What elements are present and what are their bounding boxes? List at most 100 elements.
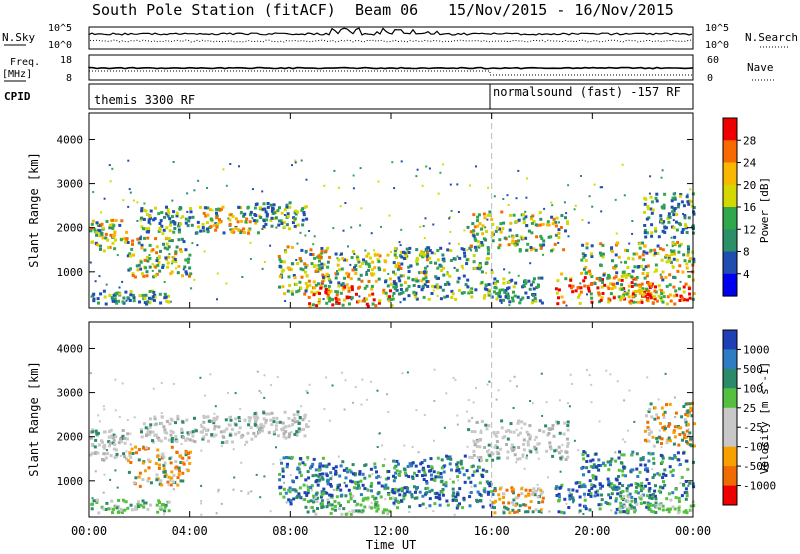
data-cell: [107, 440, 111, 444]
data-cell: [298, 416, 302, 419]
data-cell: [549, 235, 553, 239]
data-cell: [550, 249, 554, 253]
data-cell: [243, 212, 247, 216]
data-cell: [650, 284, 654, 288]
data-cell: [392, 459, 396, 463]
data-cell: [293, 217, 297, 221]
data-cell: [487, 283, 491, 286]
scatter-cell: [305, 389, 308, 392]
data-cell: [305, 425, 309, 429]
data-cell: [306, 456, 310, 459]
data-cell: [129, 290, 133, 294]
data-cell: [669, 507, 672, 511]
scatter-cell: [583, 495, 586, 498]
data-cell: [393, 272, 397, 276]
data-cell: [184, 217, 188, 221]
data-cell: [427, 297, 431, 301]
data-cell: [642, 267, 646, 271]
data-cell: [327, 284, 331, 288]
data-cell: [510, 241, 514, 245]
data-cell: [485, 469, 489, 473]
scatter-cell: [415, 409, 418, 412]
data-cell: [481, 475, 485, 478]
data-cell: [320, 249, 324, 253]
data-cell: [302, 211, 306, 214]
data-cell: [144, 266, 148, 270]
data-cell: [349, 277, 353, 281]
scatter-cell: [160, 382, 163, 384]
scatter-cell: [633, 420, 636, 423]
data-cell: [215, 211, 218, 215]
data-cell: [632, 506, 636, 510]
data-cell: [516, 421, 520, 425]
data-cell: [442, 259, 446, 263]
data-cell: [428, 490, 432, 494]
data-cell: [147, 466, 151, 470]
scatter-cell: [250, 490, 253, 493]
data-cell: [408, 490, 412, 494]
data-cell: [173, 227, 177, 230]
data-cell: [126, 296, 130, 300]
data-cell: [350, 296, 354, 300]
data-cell: [352, 486, 356, 490]
data-cell: [301, 418, 305, 422]
data-cell: [164, 256, 168, 260]
scatter-cell: [551, 204, 554, 207]
data-cell: [149, 423, 153, 427]
data-cell: [511, 501, 515, 505]
data-cell: [552, 217, 556, 221]
data-cell: [389, 496, 392, 500]
data-cell: [89, 453, 93, 457]
scatter-cell: [672, 207, 675, 210]
data-cell: [328, 296, 332, 300]
scatter-cell: [376, 389, 379, 392]
data-cell: [478, 243, 482, 247]
scatter-cell: [569, 373, 572, 376]
data-cell: [557, 510, 561, 514]
data-cell: [630, 453, 634, 457]
data-cell: [304, 270, 307, 274]
data-cell: [486, 257, 490, 260]
data-cell: [166, 247, 169, 251]
scatter-cell: [139, 235, 142, 238]
data-cell: [177, 466, 181, 470]
data-cell: [92, 299, 96, 303]
data-cell: [181, 215, 185, 219]
scatter-cell: [587, 221, 590, 224]
data-cell: [667, 212, 671, 216]
data-cell: [681, 431, 685, 435]
scatter-cell: [126, 419, 129, 421]
data-cell: [533, 445, 537, 449]
scatter-cell: [448, 242, 451, 245]
data-cell: [462, 496, 466, 500]
data-cell: [377, 491, 381, 494]
data-cell: [437, 276, 440, 280]
data-cell: [147, 458, 151, 462]
data-cell: [397, 462, 400, 466]
data-cell: [140, 216, 143, 220]
data-cell: [300, 248, 304, 252]
data-cell: [648, 496, 652, 500]
data-cell: [455, 463, 459, 466]
scatter-cell: [213, 435, 216, 438]
scatter-cell: [136, 201, 139, 204]
scatter-cell: [660, 176, 663, 179]
data-cell: [531, 490, 535, 494]
data-cell: [306, 510, 310, 514]
data-cell: [278, 285, 281, 289]
power-colorbar-swatch: [723, 162, 737, 186]
scatter-cell: [508, 235, 511, 238]
velocity-colorbar-swatch: [723, 485, 737, 506]
data-cell: [297, 429, 301, 433]
data-cell: [686, 250, 690, 254]
data-cell: [685, 262, 689, 266]
scatter-cell: [446, 271, 449, 274]
data-cell: [654, 501, 658, 505]
data-cell: [308, 302, 312, 306]
scatter-cell: [605, 369, 608, 372]
data-cell: [442, 273, 446, 277]
data-cell: [202, 229, 206, 233]
data-cell: [497, 452, 501, 456]
data-cell: [601, 255, 605, 259]
data-cell: [175, 214, 179, 218]
